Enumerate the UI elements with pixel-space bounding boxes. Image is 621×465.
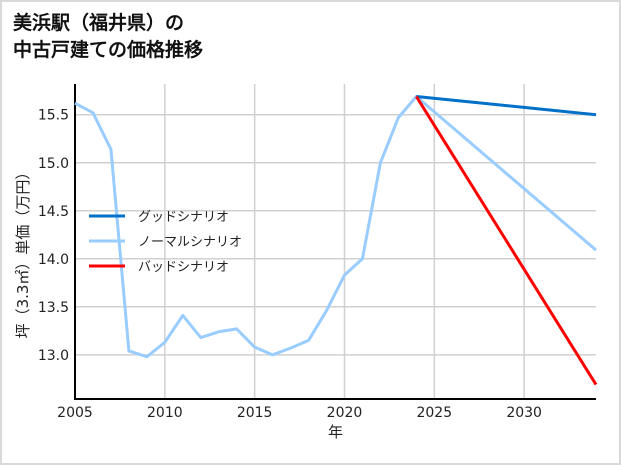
y-tick-label: 15.5 xyxy=(38,108,69,124)
chart-title: 美浜駅（福井県）の 中古戸建ての価格推移 xyxy=(13,10,203,64)
series-line-2 xyxy=(415,95,598,386)
legend-label: バッドシナリオ xyxy=(138,260,229,275)
x-tick-label: 2030 xyxy=(506,405,542,421)
x-axis-label: 年 xyxy=(328,423,343,441)
series-line-0 xyxy=(416,94,597,117)
y-tick-label: 13.0 xyxy=(38,348,69,364)
x-tick-label: 2010 xyxy=(147,405,183,421)
y-tick-label: 13.5 xyxy=(38,300,69,316)
series-line-1 xyxy=(74,94,597,359)
y-tick-label: 14.0 xyxy=(38,252,69,268)
legend-label: グッドシナリオ xyxy=(138,210,229,225)
title-line-2: 中古戸建ての価格推移 xyxy=(13,39,204,61)
x-tick-label: 2020 xyxy=(327,405,363,421)
x-tick-label: 2005 xyxy=(57,405,93,421)
y-tick-label: 14.5 xyxy=(38,204,69,220)
x-tick-label: 2025 xyxy=(416,405,452,421)
x-tick-label: 2015 xyxy=(237,405,273,421)
y-axis-label: 坪（3.3㎡）単価（万円） xyxy=(14,165,32,339)
y-tick-label: 15.0 xyxy=(38,156,69,172)
legend-label: ノーマルシナリオ xyxy=(138,235,242,250)
title-line-1: 美浜駅（福井県）の xyxy=(13,12,185,34)
